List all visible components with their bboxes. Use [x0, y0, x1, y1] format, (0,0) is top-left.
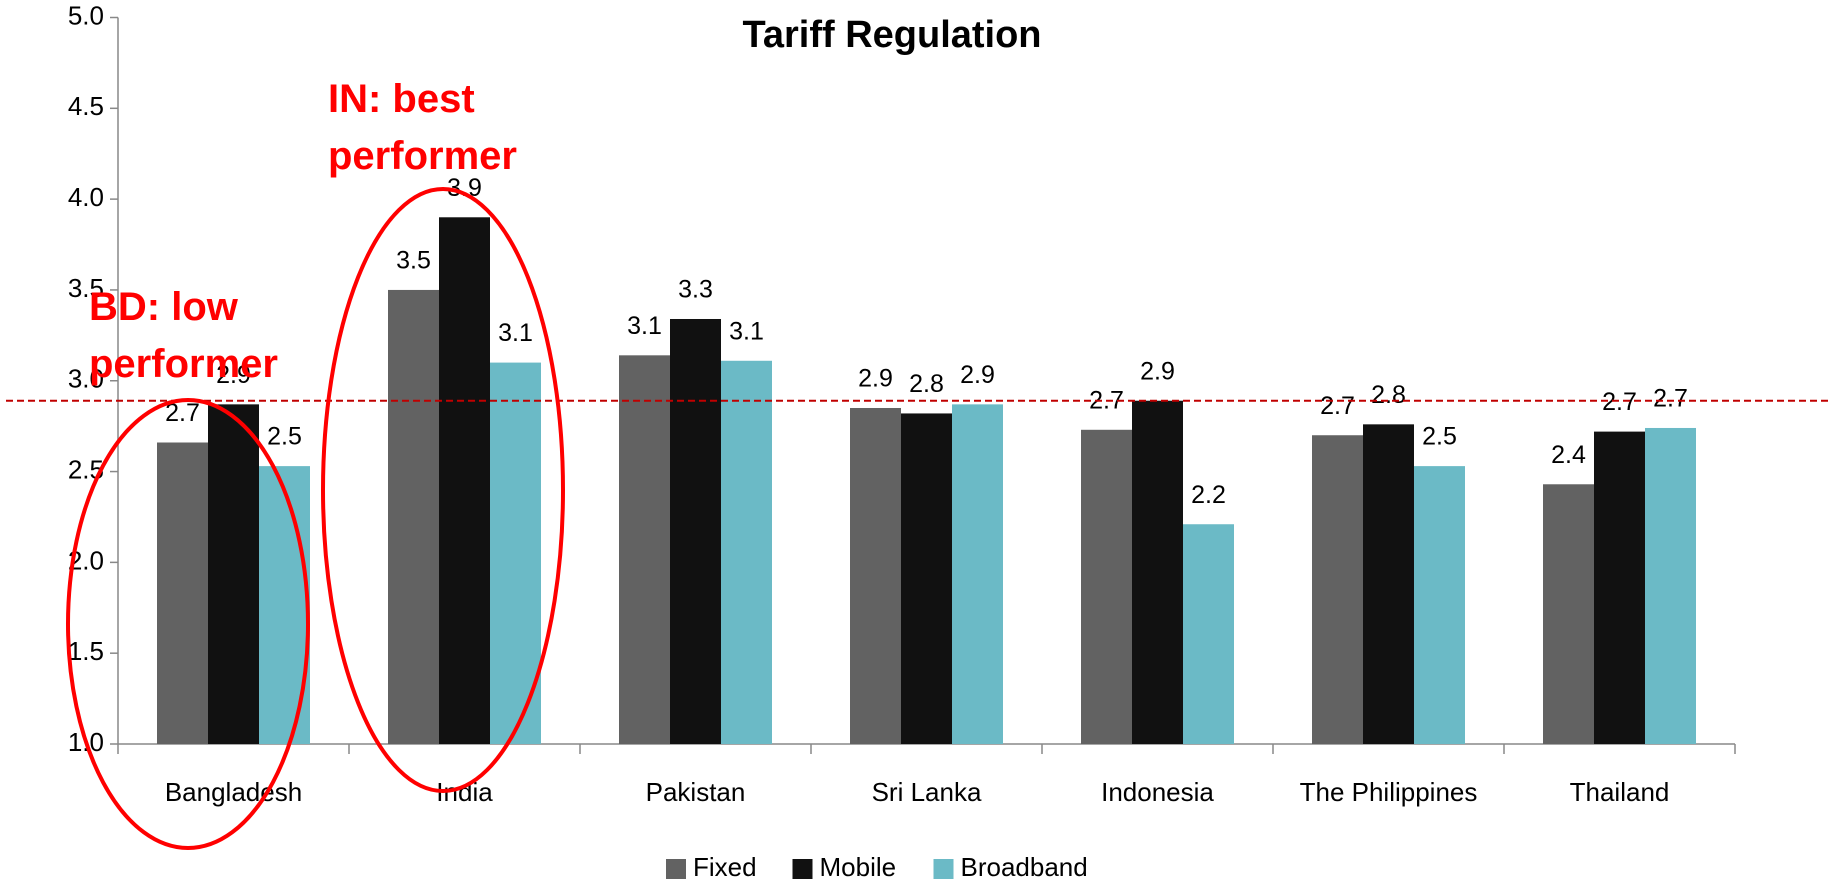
- value-label: 3.9: [447, 174, 482, 202]
- value-label: 2.9: [960, 361, 995, 389]
- y-tick-label: 3.0: [68, 364, 104, 394]
- value-label: 3.1: [729, 317, 764, 345]
- y-tick-label: 4.0: [68, 182, 104, 212]
- bar: [1081, 429, 1132, 744]
- value-label: 3.3: [678, 276, 713, 304]
- bar: [1645, 427, 1696, 744]
- bar: [670, 318, 721, 744]
- bar: [850, 407, 901, 744]
- y-tick-label: 3.5: [68, 273, 104, 303]
- value-label: 3.5: [396, 247, 431, 275]
- x-tick-label: Bangladesh: [165, 777, 302, 807]
- legend-label: Broadband: [961, 852, 1088, 882]
- y-tick-label: 5.0: [68, 0, 104, 30]
- x-tick-label: Thailand: [1570, 777, 1670, 807]
- bar: [388, 289, 439, 744]
- bar: [157, 442, 208, 744]
- bar: [721, 360, 772, 744]
- value-label: 2.9: [1140, 357, 1175, 385]
- value-label: 2.9: [216, 361, 251, 389]
- annotation: BD: low: [89, 285, 239, 329]
- value-label: 2.5: [1422, 423, 1457, 451]
- y-tick-label: 2.5: [68, 454, 104, 484]
- bar: [1543, 484, 1594, 744]
- value-label: 2.7: [1602, 388, 1637, 416]
- highlight-ellipse: [66, 398, 310, 850]
- value-label: 2.7: [1320, 392, 1355, 420]
- bar: [1312, 435, 1363, 744]
- value-label: 2.4: [1551, 441, 1586, 469]
- annotation: performer: [328, 134, 517, 178]
- x-tick-label: Sri Lanka: [872, 777, 982, 807]
- value-label: 2.8: [1371, 381, 1406, 409]
- y-tick-label: 1.5: [68, 636, 104, 666]
- bar: [490, 362, 541, 744]
- value-label: 3.1: [498, 319, 533, 347]
- bar: [1132, 400, 1183, 744]
- legend-swatch: [792, 859, 813, 879]
- bar: [1363, 424, 1414, 744]
- value-label: 2.7: [1653, 385, 1688, 413]
- y-tick-label: 4.5: [68, 91, 104, 121]
- value-label: 2.5: [267, 423, 302, 451]
- highlight-ellipse: [321, 187, 565, 793]
- x-tick-label: Pakistan: [646, 777, 746, 807]
- annotation: performer: [89, 342, 278, 386]
- x-tick-label: The Philippines: [1300, 777, 1478, 807]
- bar: [208, 404, 259, 744]
- bar: [952, 404, 1003, 744]
- bar: [1414, 466, 1465, 744]
- legend-label: Mobile: [820, 852, 897, 882]
- legend-swatch: [933, 859, 954, 879]
- value-label: 3.1: [627, 312, 662, 340]
- legend-label: Fixed: [693, 852, 757, 882]
- annotation: IN: best: [328, 77, 475, 121]
- value-label: 2.8: [909, 370, 944, 398]
- value-label: 2.2: [1191, 481, 1226, 509]
- value-label: 2.9: [858, 365, 893, 393]
- bar: [1594, 431, 1645, 744]
- chart-title: Tariff Regulation: [742, 14, 1041, 56]
- bar: [901, 413, 952, 744]
- bar: [439, 217, 490, 745]
- bar: [619, 355, 670, 744]
- x-tick-label: Indonesia: [1101, 777, 1214, 807]
- bar: [1183, 524, 1234, 744]
- legend-swatch: [666, 859, 686, 879]
